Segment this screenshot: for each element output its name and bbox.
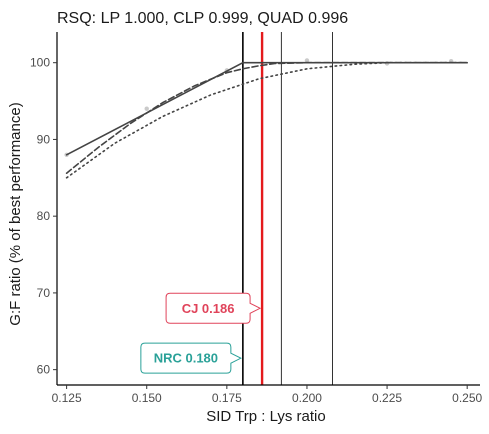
y-tick-label: 70: [37, 286, 51, 300]
y-tick-label: 60: [37, 363, 51, 377]
x-tick-label: 0.250: [452, 391, 482, 405]
callout-label: NRC 0.180: [154, 351, 218, 366]
axes: 0.125 0.150 0.175 0.200 0.225 0.250 60 70 80 90 10…: [30, 32, 483, 405]
callout-box: [140, 342, 242, 374]
x-tick-label: 0.125: [52, 391, 82, 405]
x-tick-label: 0.225: [372, 391, 402, 405]
chart-title: RSQ: LP 1.000, CLP 0.999, QUAD 0.996: [57, 10, 348, 27]
plot-area: CJ 0.186 NRC 0.180: [64, 32, 468, 385]
series-line-dotted: [65, 61, 468, 179]
callout-label: CJ 0.186: [182, 301, 235, 316]
callout-box: [165, 292, 262, 324]
y-tick-label: 90: [37, 132, 51, 146]
y-tick-label: 100: [30, 56, 50, 70]
x-tick-label: 0.175: [212, 391, 242, 405]
series-line-dashed: [65, 61, 468, 174]
x-tick-label: 0.200: [292, 391, 322, 405]
x-axis-title: SID Trp : Lys ratio: [206, 408, 325, 425]
data-point: [144, 106, 149, 111]
x-tick-label: 0.150: [132, 391, 162, 405]
data-point: [304, 58, 310, 63]
y-axis-title: G:F ratio (% of best performance): [7, 102, 24, 325]
y-tick-label: 80: [37, 209, 51, 223]
